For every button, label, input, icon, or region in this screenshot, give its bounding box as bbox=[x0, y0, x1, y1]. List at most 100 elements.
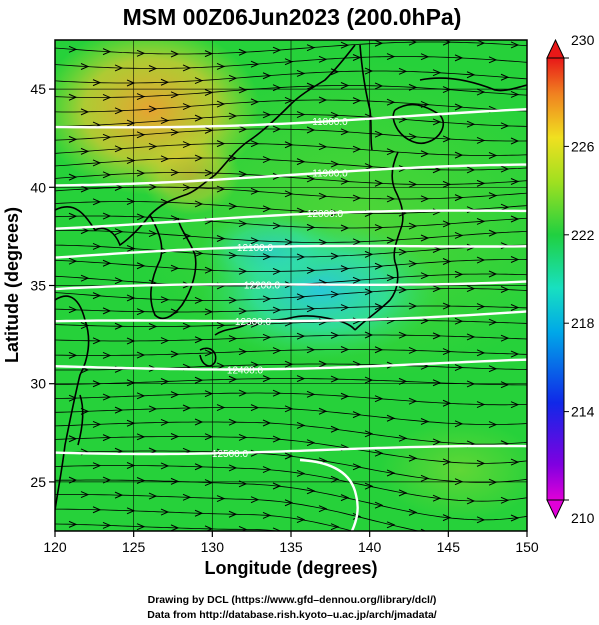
wind-arrow bbox=[341, 542, 348, 548]
wind-arrow bbox=[136, 351, 146, 359]
wind-arrow bbox=[306, 126, 316, 134]
wind-arrow bbox=[238, 220, 248, 228]
wind-arrow bbox=[182, 64, 192, 72]
wind-arrow bbox=[68, 435, 78, 443]
colorbar-tick-label: 230 bbox=[571, 32, 595, 48]
wind-arrow bbox=[296, 293, 306, 301]
wind-arrow bbox=[92, 462, 102, 470]
wind-arrow bbox=[136, 169, 146, 177]
wind-arrow bbox=[216, 362, 226, 370]
wind-arrow bbox=[330, 523, 340, 531]
wind-arrow bbox=[170, 128, 180, 136]
streamline bbox=[55, 143, 527, 156]
wind-arrow bbox=[296, 253, 306, 261]
wind-arrow bbox=[216, 235, 226, 242]
x-tick-label: 120 bbox=[43, 539, 67, 555]
wind-arrow bbox=[352, 97, 362, 105]
streamline bbox=[55, 334, 527, 342]
wind-arrow bbox=[216, 100, 226, 108]
wind-arrow bbox=[182, 103, 192, 111]
wind-arrow bbox=[114, 64, 124, 72]
wind-arrow bbox=[364, 430, 374, 438]
wind-arrow bbox=[454, 54, 464, 62]
wind-arrow bbox=[296, 69, 306, 77]
wind-arrow bbox=[228, 112, 238, 120]
wind-arrow bbox=[170, 264, 180, 272]
wind-arrow bbox=[68, 173, 78, 181]
wind-arrow bbox=[284, 452, 294, 460]
wind-arrow bbox=[510, 137, 520, 145]
wind-arrow bbox=[160, 337, 170, 345]
wind-arrow bbox=[489, 536, 496, 542]
coastline-kyushu bbox=[199, 347, 217, 367]
wind-arrow bbox=[296, 469, 306, 477]
wind-arrow bbox=[80, 108, 90, 116]
wind-arrow bbox=[466, 166, 476, 174]
wind-arrow bbox=[102, 352, 112, 359]
wind-arrow bbox=[306, 390, 316, 398]
wind-arrow bbox=[296, 516, 306, 524]
wind-arrow bbox=[306, 267, 316, 274]
wind-arrow bbox=[454, 151, 464, 159]
wind-arrow bbox=[114, 277, 124, 285]
wind-arrow bbox=[454, 194, 464, 202]
wind-arrow bbox=[296, 111, 306, 118]
wind-arrow bbox=[272, 267, 282, 275]
wind-arrow bbox=[432, 332, 442, 340]
wind-arrow bbox=[92, 337, 102, 345]
wind-arrow bbox=[420, 418, 430, 425]
wind-arrow bbox=[476, 217, 486, 225]
wind-arrow bbox=[364, 163, 374, 171]
wind-arrow bbox=[488, 56, 498, 64]
wind-arrow bbox=[272, 306, 282, 314]
y-tick-label: 45 bbox=[30, 81, 46, 97]
wind-arrow bbox=[272, 125, 282, 133]
coastline-china-south bbox=[55, 295, 90, 511]
wind-arrow bbox=[262, 253, 272, 261]
wind-arrow bbox=[136, 433, 146, 441]
x-tick-label: 125 bbox=[122, 539, 146, 555]
wind-arrow bbox=[409, 561, 416, 567]
wind-arrow bbox=[340, 392, 350, 400]
wind-arrow bbox=[352, 411, 362, 419]
x-tick-label: 130 bbox=[201, 539, 225, 555]
wind-arrow bbox=[102, 307, 112, 315]
wind-arrow bbox=[250, 237, 260, 245]
wind-arrow bbox=[466, 333, 476, 341]
wind-arrow bbox=[136, 523, 146, 531]
wind-arrow bbox=[432, 69, 442, 77]
wind-arrow bbox=[102, 434, 112, 442]
wind-arrow bbox=[170, 433, 180, 440]
wind-arrow bbox=[194, 297, 204, 304]
wind-arrow bbox=[250, 60, 260, 68]
wind-arrow bbox=[92, 420, 102, 428]
streamline bbox=[55, 288, 527, 301]
wind-arrow bbox=[170, 50, 180, 58]
streamline bbox=[55, 508, 354, 531]
contour-line bbox=[55, 280, 527, 291]
wind-arrow bbox=[330, 252, 340, 260]
wind-arrow bbox=[318, 239, 328, 246]
wind-arrow bbox=[272, 347, 282, 355]
contour-label: 11800.0 bbox=[312, 117, 348, 128]
wind-arrow bbox=[68, 257, 78, 265]
wind-arrow bbox=[250, 140, 260, 148]
plot-area: 11800.0 11900.0 12000.0 12100.0 12200.0 12300… bbox=[55, 40, 527, 567]
wind-arrow bbox=[488, 192, 498, 200]
streamline bbox=[55, 320, 527, 327]
streamline bbox=[55, 244, 527, 258]
credit-data: Data from http://database.rish.kyoto–u.a… bbox=[147, 609, 436, 621]
height-contours: 11800.0 11900.0 12000.0 12100.0 12200.0 12300… bbox=[55, 108, 527, 531]
wind-arrow bbox=[296, 421, 306, 429]
wind-arrow bbox=[318, 407, 328, 415]
y-axis: 25 30 35 40 45 bbox=[30, 81, 55, 490]
wind-arrow bbox=[136, 262, 146, 270]
x-tick-label: 140 bbox=[358, 539, 382, 555]
wind-arrow bbox=[136, 308, 146, 316]
wind-arrow bbox=[136, 477, 146, 484]
wind-arrow bbox=[340, 82, 350, 89]
wind-arrow bbox=[216, 495, 226, 503]
wind-arrow bbox=[352, 276, 362, 284]
x-axis: 120 125 130 135 140 145 150 bbox=[43, 531, 539, 555]
wind-arrow bbox=[442, 180, 452, 188]
